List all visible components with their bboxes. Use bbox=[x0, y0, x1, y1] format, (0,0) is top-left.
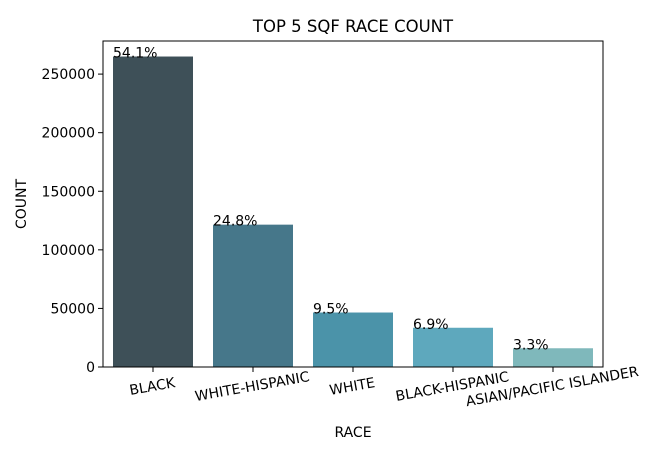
y-tick-label: 250000 bbox=[42, 67, 95, 83]
x-tick-label: WHITE bbox=[328, 375, 376, 399]
bar bbox=[313, 312, 393, 367]
bar-data-label: 54.1% bbox=[113, 46, 157, 62]
plot-area: 0 50000 100000 150000 200000 250000 54.1% BLACK… bbox=[42, 46, 641, 411]
x-tick-label: BLACK bbox=[128, 375, 177, 399]
y-tick-label: 150000 bbox=[42, 184, 95, 200]
y-tick-label: 0 bbox=[86, 360, 95, 376]
bar-data-label: 3.3% bbox=[513, 337, 549, 353]
y-tick-label: 50000 bbox=[50, 301, 95, 317]
bar-data-label: 9.5% bbox=[313, 302, 349, 318]
bar bbox=[513, 348, 593, 367]
bar bbox=[413, 327, 493, 367]
bar-data-label: 24.8% bbox=[213, 214, 257, 230]
y-tick-label: 100000 bbox=[42, 243, 95, 259]
chart-title: TOP 5 SQF RACE COUNT bbox=[252, 17, 454, 36]
y-axis-label: COUNT bbox=[14, 179, 30, 230]
x-tick-label: WHITE-HISPANIC bbox=[194, 369, 311, 405]
bar-data-label: 6.9% bbox=[413, 317, 449, 333]
bar bbox=[113, 56, 193, 368]
x-axis-label: RACE bbox=[334, 425, 371, 441]
plot-frame bbox=[102, 40, 604, 368]
bar bbox=[213, 224, 293, 367]
y-tick-label: 200000 bbox=[42, 126, 95, 142]
